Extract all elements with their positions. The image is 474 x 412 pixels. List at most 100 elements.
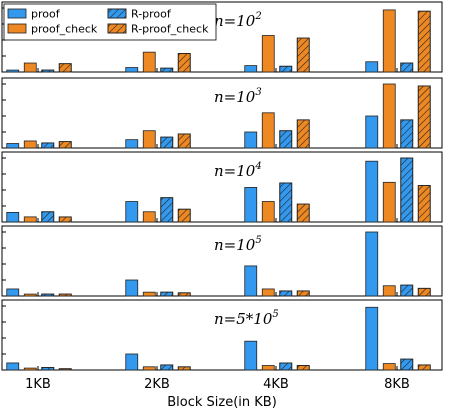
bar-hatch-r-proof-check-8KB [417, 85, 431, 149]
bar-hatch-r-proof-check-4KB [296, 290, 310, 297]
bar-hatch-r-proof-4KB [279, 362, 293, 371]
bar-hatch-r-proof-check-1KB [58, 216, 72, 223]
bar-proof-8KB [365, 231, 379, 297]
bar-proof-check-8KB [382, 83, 396, 149]
bar-proof-check-1KB [23, 216, 37, 223]
bar-hatch-r-proof-check-2KB [177, 53, 191, 73]
panels-group: n=102 n=103 n=104 n=105 n=5*105 [1, 1, 443, 371]
bar-proof-check-2KB [142, 211, 156, 223]
bar-proof-2KB [125, 201, 139, 223]
bar-hatch-r-proof-check-8KB [417, 10, 431, 73]
panel-2: n=103 [1, 77, 443, 149]
bar-proof-check-1KB [23, 367, 37, 371]
bar-proof-check-2KB [142, 130, 156, 149]
bar-hatch-r-proof-4KB [279, 65, 293, 73]
bar-proof-2KB [125, 67, 139, 73]
bar-proof-2KB [125, 139, 139, 149]
x-tick-label: 8KB [384, 377, 410, 392]
legend-hatch-r-proof [107, 8, 127, 19]
x-tick-label: 2KB [144, 377, 170, 392]
bar-proof-4KB [244, 187, 258, 223]
bar-hatch-r-proof-check-8KB [417, 287, 431, 297]
bar-proof-check-2KB [142, 51, 156, 73]
bar-proof-check-8KB [382, 181, 396, 223]
bar-hatch-r-proof-4KB [279, 290, 293, 297]
bar-proof-1KB [6, 362, 20, 371]
bar-hatch-r-proof-4KB [279, 182, 293, 223]
bar-hatch-r-proof-1KB [41, 367, 55, 371]
x-tick-label: 4KB [263, 377, 289, 392]
bar-hatch-r-proof-check-4KB [296, 203, 310, 223]
bar-proof-8KB [365, 115, 379, 149]
bar-hatch-r-proof-check-2KB [177, 366, 191, 371]
bar-proof-check-1KB [23, 62, 37, 73]
bar-hatch-r-proof-check-4KB [296, 37, 310, 73]
bar-proof-check-4KB [261, 35, 275, 73]
legend-swatch-proof-check [7, 23, 27, 34]
bar-hatch-r-proof-2KB [160, 197, 174, 223]
bar-proof-1KB [6, 211, 20, 223]
panel-label: n=104 [214, 161, 262, 180]
bar-hatch-r-proof-check-4KB [296, 365, 310, 371]
panel-3: n=104 [1, 151, 443, 223]
bar-hatch-r-proof-4KB [279, 130, 293, 149]
bar-hatch-r-proof-2KB [160, 364, 174, 371]
bar-hatch-r-proof-8KB [400, 358, 414, 371]
bar-hatch-r-proof-8KB [400, 284, 414, 297]
bar-proof-check-2KB [142, 291, 156, 297]
panel-label: n=103 [214, 87, 262, 106]
bar-hatch-r-proof-8KB [400, 62, 414, 73]
legend-swatch-proof [7, 8, 27, 19]
x-tick-label: 1KB [25, 377, 51, 392]
legend-hatch-r-proof-check [107, 23, 127, 34]
bar-hatch-r-proof-check-1KB [58, 368, 72, 371]
bar-proof-check-8KB [382, 285, 396, 297]
legend-label-r-proof: R-proof [131, 8, 172, 21]
bar-proof-2KB [125, 353, 139, 371]
bar-hatch-r-proof-check-8KB [417, 364, 431, 371]
bar-hatch-r-proof-2KB [160, 136, 174, 149]
bar-hatch-r-proof-1KB [41, 293, 55, 297]
bar-hatch-r-proof-check-8KB [417, 185, 431, 223]
bar-hatch-r-proof-check-1KB [58, 141, 72, 149]
x-axis-label: Block Size(in KB) [167, 395, 277, 410]
bar-proof-8KB [365, 306, 379, 371]
bar-proof-4KB [244, 340, 258, 371]
bar-hatch-r-proof-1KB [41, 69, 55, 73]
bar-hatch-r-proof-check-2KB [177, 292, 191, 297]
bar-hatch-r-proof-1KB [41, 211, 55, 223]
bar-hatch-r-proof-8KB [400, 119, 414, 149]
bar-proof-check-8KB [382, 363, 396, 371]
x-tick-labels: 1KB 2KB 4KB 8KB [25, 377, 410, 392]
bar-proof-1KB [6, 288, 20, 297]
legend-label-proof: proof [31, 8, 61, 21]
bar-proof-1KB [6, 143, 20, 149]
bar-proof-check-1KB [23, 140, 37, 149]
bar-proof-2KB [125, 279, 139, 297]
bar-hatch-r-proof-2KB [160, 67, 174, 73]
bar-proof-check-8KB [382, 9, 396, 73]
panel-label: n=5*105 [214, 309, 279, 328]
bar-proof-8KB [365, 61, 379, 73]
bar-proof-8KB [365, 160, 379, 223]
panel-label: n=102 [214, 11, 262, 30]
legend-label-proof-check: proof_check [31, 23, 98, 36]
bar-hatch-r-proof-check-4KB [296, 119, 310, 149]
bar-proof-check-2KB [142, 366, 156, 371]
bar-hatch-r-proof-check-2KB [177, 208, 191, 223]
bar-hatch-r-proof-check-1KB [58, 63, 72, 73]
bar-hatch-r-proof-check-1KB [58, 293, 72, 297]
bar-proof-check-4KB [261, 201, 275, 223]
bar-hatch-r-proof-1KB [41, 142, 55, 149]
bar-proof-4KB [244, 131, 258, 149]
legend: proof proof_check R-proof R-proof_check [3, 3, 217, 41]
bar-hatch-r-proof-check-2KB [177, 133, 191, 149]
bar-proof-4KB [244, 65, 258, 73]
bar-hatch-r-proof-2KB [160, 291, 174, 297]
legend-label-r-proof-check: R-proof_check [131, 23, 209, 36]
bar-proof-check-1KB [23, 293, 37, 297]
bar-proof-4KB [244, 265, 258, 297]
panel-label: n=105 [214, 235, 262, 254]
bar-proof-check-4KB [261, 112, 275, 149]
